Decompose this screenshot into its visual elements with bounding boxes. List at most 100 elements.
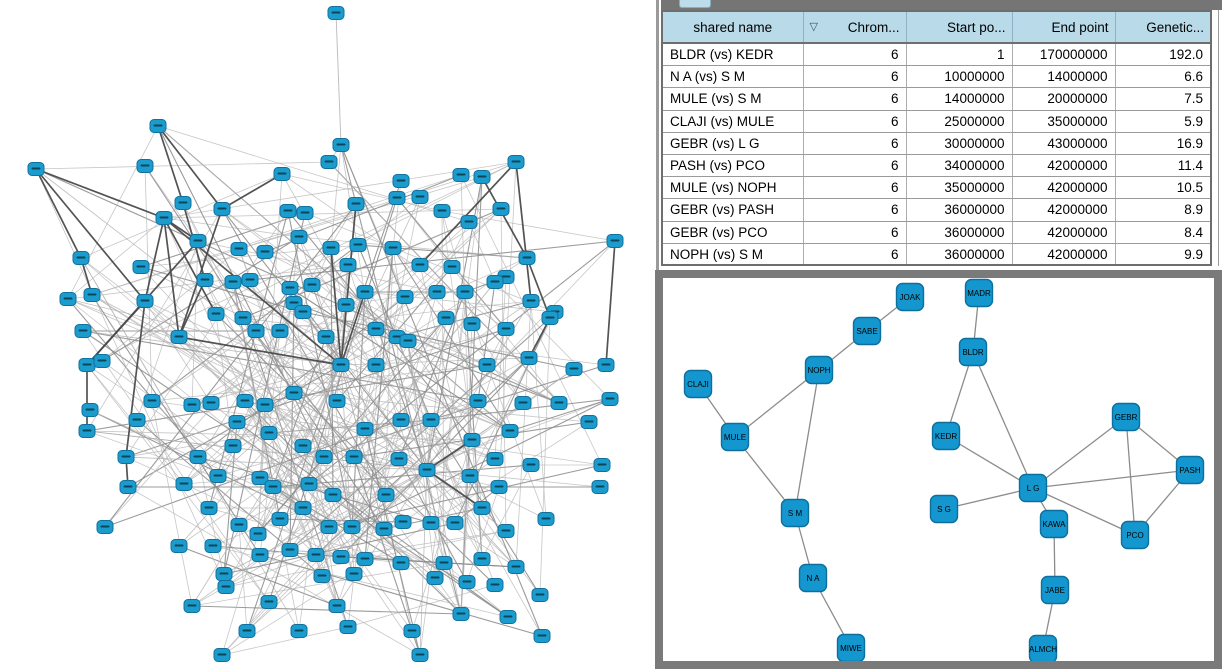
graph-node[interactable] <box>392 556 410 570</box>
graph-node[interactable] <box>230 242 248 256</box>
cell-value[interactable]: 10000000 <box>906 65 1013 89</box>
column-header-genetic-[interactable]: Genetic... <box>1115 12 1210 44</box>
graph-node[interactable] <box>452 168 470 182</box>
node-miwe[interactable]: MIWE <box>836 633 866 662</box>
graph-node[interactable] <box>213 202 231 216</box>
filtered-network-canvas[interactable]: JOAK MADR SABE BLDR NOPH CLAJI MULE KEDR GEBR L G… <box>663 278 1214 661</box>
cell-shared-name[interactable]: MULE (vs) S M <box>663 87 804 111</box>
graph-node[interactable] <box>339 258 357 272</box>
graph-node[interactable] <box>337 298 355 312</box>
cell-value[interactable]: 16.9 <box>1115 132 1210 155</box>
graph-node[interactable] <box>224 275 242 289</box>
graph-node[interactable] <box>499 610 517 624</box>
edge-LG-PCO[interactable] <box>1032 487 1136 536</box>
cell-value[interactable]: 6 <box>803 110 907 133</box>
graph-node[interactable] <box>473 170 491 184</box>
cell-value[interactable]: 6 <box>803 132 907 155</box>
graph-node[interactable] <box>522 458 540 472</box>
cell-value[interactable]: 9.9 <box>1115 243 1210 264</box>
graph-node[interactable] <box>215 567 233 581</box>
graph-node[interactable] <box>224 439 242 453</box>
graph-node[interactable] <box>507 155 525 169</box>
cell-shared-name[interactable]: MULE (vs) NOPH <box>663 176 804 200</box>
graph-node[interactable] <box>256 245 274 259</box>
graph-node[interactable] <box>332 358 350 372</box>
graph-node[interactable] <box>149 119 167 133</box>
table-tab-chip[interactable] <box>679 0 711 8</box>
graph-node[interactable] <box>143 394 161 408</box>
graph-node[interactable] <box>328 599 346 613</box>
graph-node[interactable] <box>175 477 193 491</box>
graph-node[interactable] <box>478 358 496 372</box>
node-jabe[interactable]: JABE <box>1040 575 1070 605</box>
graph-node[interactable] <box>458 575 476 589</box>
column-header-start-po-[interactable]: Start po... <box>906 12 1013 44</box>
node-gebr[interactable]: GEBR <box>1111 402 1141 432</box>
graph-node[interactable] <box>490 480 508 494</box>
node-noph[interactable]: NOPH <box>804 355 834 385</box>
graph-node[interactable] <box>247 324 265 338</box>
graph-node[interactable] <box>537 512 555 526</box>
graph-node[interactable] <box>446 516 464 530</box>
table-row[interactable]: GEBR (vs) L G 6 30000000 43000000 16.9 <box>663 132 1210 155</box>
cell-value[interactable]: 36000000 <box>906 243 1013 264</box>
cell-value[interactable]: 14000000 <box>1012 65 1116 89</box>
graph-node[interactable] <box>170 539 188 553</box>
graph-node[interactable] <box>136 159 154 173</box>
graph-node[interactable] <box>388 191 406 205</box>
graph-node[interactable] <box>200 501 218 515</box>
graph-node[interactable] <box>531 588 549 602</box>
graph-node[interactable] <box>345 567 363 581</box>
graph-node[interactable] <box>281 543 299 557</box>
graph-node[interactable] <box>533 629 551 643</box>
table-row[interactable]: BLDR (vs) KEDR 6 1 170000000 192.0 <box>663 43 1210 67</box>
graph-node[interactable] <box>469 394 487 408</box>
graph-node[interactable] <box>507 560 525 574</box>
table-row[interactable]: GEBR (vs) PCO 6 36000000 42000000 8.4 <box>663 221 1210 244</box>
cell-shared-name[interactable]: GEBR (vs) PASH <box>663 198 804 222</box>
graph-node[interactable] <box>202 396 220 410</box>
cell-value[interactable]: 36000000 <box>906 198 1013 222</box>
cell-value[interactable]: 11.4 <box>1115 154 1210 178</box>
cell-value[interactable]: 36000000 <box>906 221 1013 244</box>
graph-node[interactable] <box>74 324 92 338</box>
graph-node[interactable] <box>518 251 536 265</box>
graph-node[interactable] <box>189 234 207 248</box>
graph-node[interactable] <box>399 334 417 348</box>
graph-node[interactable] <box>204 539 222 553</box>
graph-node[interactable] <box>601 392 619 406</box>
cell-value[interactable]: 6 <box>803 243 907 264</box>
graph-node[interactable] <box>367 322 385 336</box>
graph-node[interactable] <box>392 174 410 188</box>
graph-node[interactable] <box>322 241 340 255</box>
cell-value[interactable]: 8.9 <box>1115 198 1210 222</box>
table-row[interactable]: MULE (vs) NOPH 6 35000000 42000000 10.5 <box>663 176 1210 200</box>
graph-node[interactable] <box>189 450 207 464</box>
graph-node[interactable] <box>520 351 538 365</box>
graph-node[interactable] <box>320 520 338 534</box>
cell-value[interactable]: 5.9 <box>1115 110 1210 133</box>
cell-value[interactable]: 6.6 <box>1115 65 1210 89</box>
column-header-end-point[interactable]: End point <box>1012 12 1116 44</box>
graph-node[interactable] <box>473 552 491 566</box>
graph-node[interactable] <box>296 206 314 220</box>
graph-node[interactable] <box>565 362 583 376</box>
table-row[interactable]: NOPH (vs) S M 6 36000000 42000000 9.9 <box>663 243 1210 264</box>
graph-node[interactable] <box>591 480 609 494</box>
graph-node[interactable] <box>426 571 444 585</box>
graph-node[interactable] <box>541 311 559 325</box>
cell-shared-name[interactable]: CLAJI (vs) MULE <box>663 110 804 133</box>
graph-node[interactable] <box>422 516 440 530</box>
graph-node[interactable] <box>307 548 325 562</box>
graph-node[interactable] <box>241 273 259 287</box>
graph-node[interactable] <box>155 211 173 225</box>
graph-node[interactable] <box>345 450 363 464</box>
table-row[interactable]: N A (vs) S M 6 10000000 14000000 6.6 <box>663 65 1210 89</box>
cell-value[interactable]: 35000000 <box>1012 110 1116 133</box>
graph-node[interactable] <box>356 285 374 299</box>
graph-node[interactable] <box>132 260 150 274</box>
graph-node[interactable] <box>271 512 289 526</box>
graph-node[interactable] <box>522 294 540 308</box>
graph-node[interactable] <box>390 452 408 466</box>
graph-node[interactable] <box>473 501 491 515</box>
